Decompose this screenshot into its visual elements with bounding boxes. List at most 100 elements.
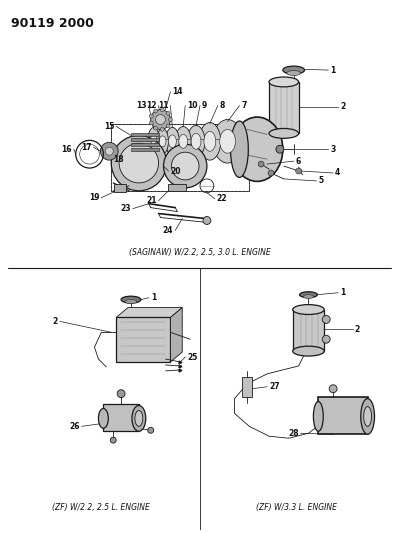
Bar [293,310,324,351]
Ellipse shape [175,126,191,156]
Text: 7: 7 [241,101,247,110]
Ellipse shape [363,407,371,426]
Text: 2: 2 [340,102,345,111]
Ellipse shape [283,66,304,74]
Bar [114,184,126,192]
Text: 4: 4 [335,168,340,177]
Polygon shape [116,308,182,318]
Text: 21: 21 [146,196,156,205]
Ellipse shape [99,408,108,429]
Ellipse shape [199,123,221,160]
Ellipse shape [361,399,375,434]
Polygon shape [170,308,182,362]
Circle shape [322,316,330,324]
Ellipse shape [132,406,146,431]
Text: 9: 9 [202,101,207,110]
Circle shape [166,124,170,128]
Text: 90119 2000: 90119 2000 [11,17,93,30]
Text: (SAGINAW) W/2.2, 2.5, 3.0 L. ENGINE: (SAGINAW) W/2.2, 2.5, 3.0 L. ENGINE [129,248,271,257]
Bar [111,124,249,191]
Circle shape [164,144,207,188]
Circle shape [101,142,118,160]
Ellipse shape [121,296,141,303]
Ellipse shape [287,70,300,76]
Circle shape [117,390,125,398]
Circle shape [148,427,154,433]
Ellipse shape [156,128,168,154]
Circle shape [268,170,274,176]
Ellipse shape [293,346,324,356]
Ellipse shape [213,119,243,163]
Bar [131,139,158,141]
Text: 15: 15 [104,122,114,131]
Ellipse shape [204,132,216,151]
Ellipse shape [191,133,201,149]
Circle shape [111,135,166,191]
Bar [131,143,158,146]
Ellipse shape [148,127,159,151]
Bar [116,318,170,362]
Ellipse shape [220,130,235,153]
Text: 23: 23 [120,204,131,213]
Ellipse shape [304,295,313,298]
Bar [131,148,158,151]
Text: 19: 19 [89,193,99,202]
Text: 13: 13 [136,101,147,110]
Text: 10: 10 [187,101,198,110]
Text: 1: 1 [340,288,345,297]
Circle shape [322,335,330,343]
Text: 16: 16 [61,145,72,154]
Circle shape [296,168,302,174]
Circle shape [154,109,158,113]
Text: 25: 25 [187,352,198,361]
Text: 2: 2 [355,325,360,334]
Ellipse shape [187,125,205,157]
Circle shape [329,385,337,393]
Text: (ZF) W/2.2, 2.5 L. ENGINE: (ZF) W/2.2, 2.5 L. ENGINE [52,503,150,512]
Ellipse shape [135,410,143,426]
Ellipse shape [166,127,179,155]
Circle shape [154,126,158,130]
Circle shape [203,216,211,224]
Text: 28: 28 [288,429,298,438]
Circle shape [172,152,199,180]
Bar [111,124,249,191]
Circle shape [258,161,264,167]
Circle shape [160,127,164,131]
Text: 26: 26 [69,422,80,431]
Circle shape [149,121,153,125]
Bar [243,377,252,397]
Circle shape [276,146,284,153]
Text: (ZF) W/3.3 L. ENGINE: (ZF) W/3.3 L. ENGINE [256,503,337,512]
Text: 20: 20 [170,166,181,175]
Text: 22: 22 [217,194,227,203]
Text: 6: 6 [296,157,301,166]
Text: 18: 18 [113,155,124,164]
Circle shape [149,114,153,118]
Ellipse shape [269,128,298,139]
Bar [269,82,298,133]
Ellipse shape [151,134,156,144]
Ellipse shape [231,117,283,181]
Ellipse shape [168,135,176,148]
Circle shape [156,115,166,125]
Text: 17: 17 [81,143,91,152]
Ellipse shape [313,401,323,431]
Circle shape [166,111,170,115]
Text: 1: 1 [330,66,336,75]
Text: 5: 5 [318,176,324,185]
Text: 12: 12 [146,101,156,110]
Text: 3: 3 [330,145,336,154]
Bar [318,397,367,434]
Circle shape [168,118,172,122]
Ellipse shape [231,121,248,177]
Text: 8: 8 [220,101,225,110]
Bar [131,133,158,136]
Text: 2: 2 [53,317,58,326]
Circle shape [160,108,164,112]
Circle shape [119,143,158,183]
Text: 27: 27 [269,382,280,391]
Ellipse shape [179,134,188,148]
Ellipse shape [300,292,317,297]
Ellipse shape [125,300,137,304]
